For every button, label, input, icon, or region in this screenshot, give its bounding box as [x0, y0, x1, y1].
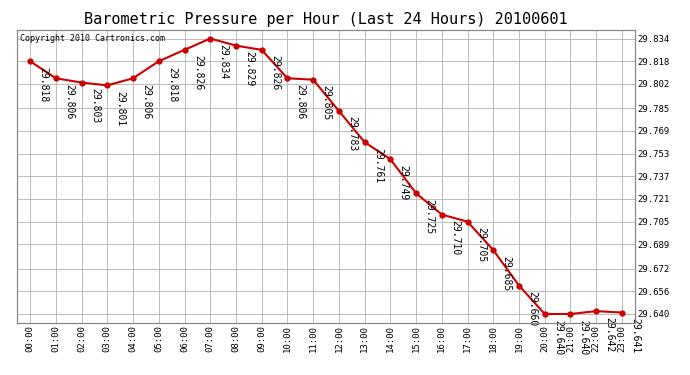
Text: 29.805: 29.805 [322, 85, 331, 120]
Text: 29.705: 29.705 [476, 227, 486, 262]
Text: 29.803: 29.803 [90, 88, 100, 123]
Text: 29.642: 29.642 [604, 317, 615, 352]
Title: Barometric Pressure per Hour (Last 24 Hours) 20100601: Barometric Pressure per Hour (Last 24 Ho… [84, 12, 568, 27]
Text: 29.685: 29.685 [502, 256, 511, 291]
Text: 29.660: 29.660 [527, 291, 538, 326]
Text: 29.829: 29.829 [244, 51, 255, 86]
Text: 29.818: 29.818 [167, 67, 177, 102]
Text: 29.710: 29.710 [450, 220, 460, 255]
Text: 29.818: 29.818 [39, 67, 48, 102]
Text: 29.640: 29.640 [579, 320, 589, 355]
Text: 29.749: 29.749 [399, 165, 408, 200]
Text: 29.801: 29.801 [116, 91, 126, 126]
Text: 29.834: 29.834 [219, 44, 228, 80]
Text: 29.806: 29.806 [296, 84, 306, 119]
Text: 29.640: 29.640 [553, 320, 563, 355]
Text: 29.806: 29.806 [64, 84, 75, 119]
Text: 29.826: 29.826 [270, 56, 280, 91]
Text: 29.783: 29.783 [347, 117, 357, 152]
Text: 29.641: 29.641 [630, 318, 640, 353]
Text: 29.826: 29.826 [193, 56, 203, 91]
Text: 29.725: 29.725 [424, 199, 435, 234]
Text: Copyright 2010 Cartronics.com: Copyright 2010 Cartronics.com [20, 34, 166, 44]
Text: 29.761: 29.761 [373, 148, 383, 183]
Text: 29.806: 29.806 [141, 84, 151, 119]
